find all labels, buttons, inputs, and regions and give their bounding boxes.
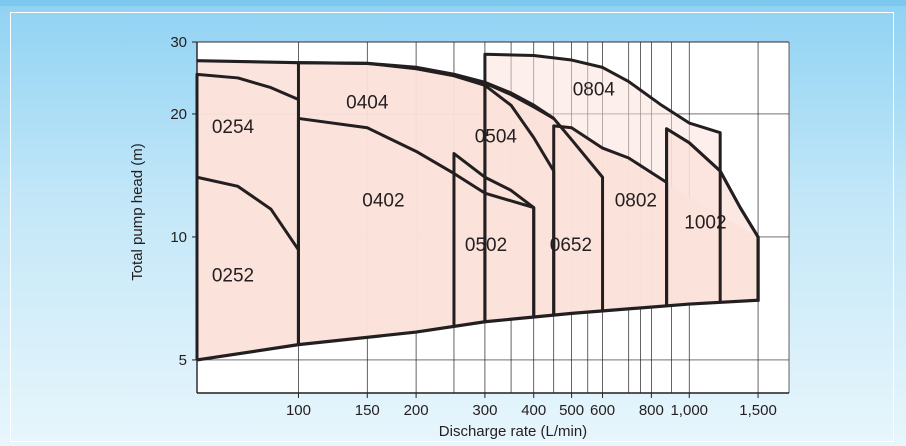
series-label-0252: 0252 bbox=[212, 266, 254, 287]
top-banner bbox=[0, 0, 906, 6]
x-tick-label: 800 bbox=[639, 402, 664, 419]
x-tick-label: 400 bbox=[521, 402, 546, 419]
series-label-0402: 0402 bbox=[362, 191, 404, 212]
x-tick-label: 1,500 bbox=[739, 402, 777, 419]
y-tick-label: 20 bbox=[170, 106, 187, 123]
axes bbox=[196, 41, 790, 394]
x-tick-label: 300 bbox=[472, 402, 497, 419]
curve-0804 bbox=[483, 52, 722, 322]
curve-1002 bbox=[665, 127, 760, 306]
series-label-0254: 0254 bbox=[212, 117, 255, 138]
x-tick-label: 150 bbox=[355, 402, 380, 419]
y-tick-label: 5 bbox=[179, 352, 187, 369]
curve-0402 bbox=[296, 116, 536, 345]
tick-labels: 100 150 200 300 400 500 600 800 1,000 1,500 5 10 20 3… bbox=[170, 34, 777, 419]
envelope-upper-line bbox=[196, 59, 555, 120]
series-label-0652: 0652 bbox=[550, 235, 592, 256]
x-tick-label: 200 bbox=[404, 402, 429, 419]
curve-0502 bbox=[452, 152, 536, 327]
y-axis-label: Total pump head (m) bbox=[129, 143, 146, 281]
envelope-lower-line bbox=[196, 236, 760, 362]
series-label-0804: 0804 bbox=[573, 80, 616, 101]
y-tick-label: 30 bbox=[170, 34, 187, 51]
series-label-1002: 1002 bbox=[684, 212, 726, 233]
x-axis-label: Discharge rate (L/min) bbox=[439, 423, 587, 440]
y-tick-label: 10 bbox=[170, 229, 187, 246]
x-tick-label: 100 bbox=[286, 402, 311, 419]
x-tick-label: 500 bbox=[559, 402, 584, 419]
series-label-0404: 0404 bbox=[346, 93, 389, 114]
region-0254 bbox=[197, 74, 299, 360]
series-labels: 0252 0254 0402 0404 0502 0504 0652 0802 0804 1002 bbox=[212, 80, 727, 287]
series-label-0504: 0504 bbox=[475, 127, 518, 148]
x-tick-label: 600 bbox=[590, 402, 615, 419]
series-label-0802: 0802 bbox=[615, 191, 657, 212]
x-tick-label: 1,000 bbox=[670, 402, 708, 419]
region-1002 bbox=[666, 128, 759, 306]
series-label-0502: 0502 bbox=[465, 235, 507, 256]
panel-frame bbox=[10, 12, 894, 442]
